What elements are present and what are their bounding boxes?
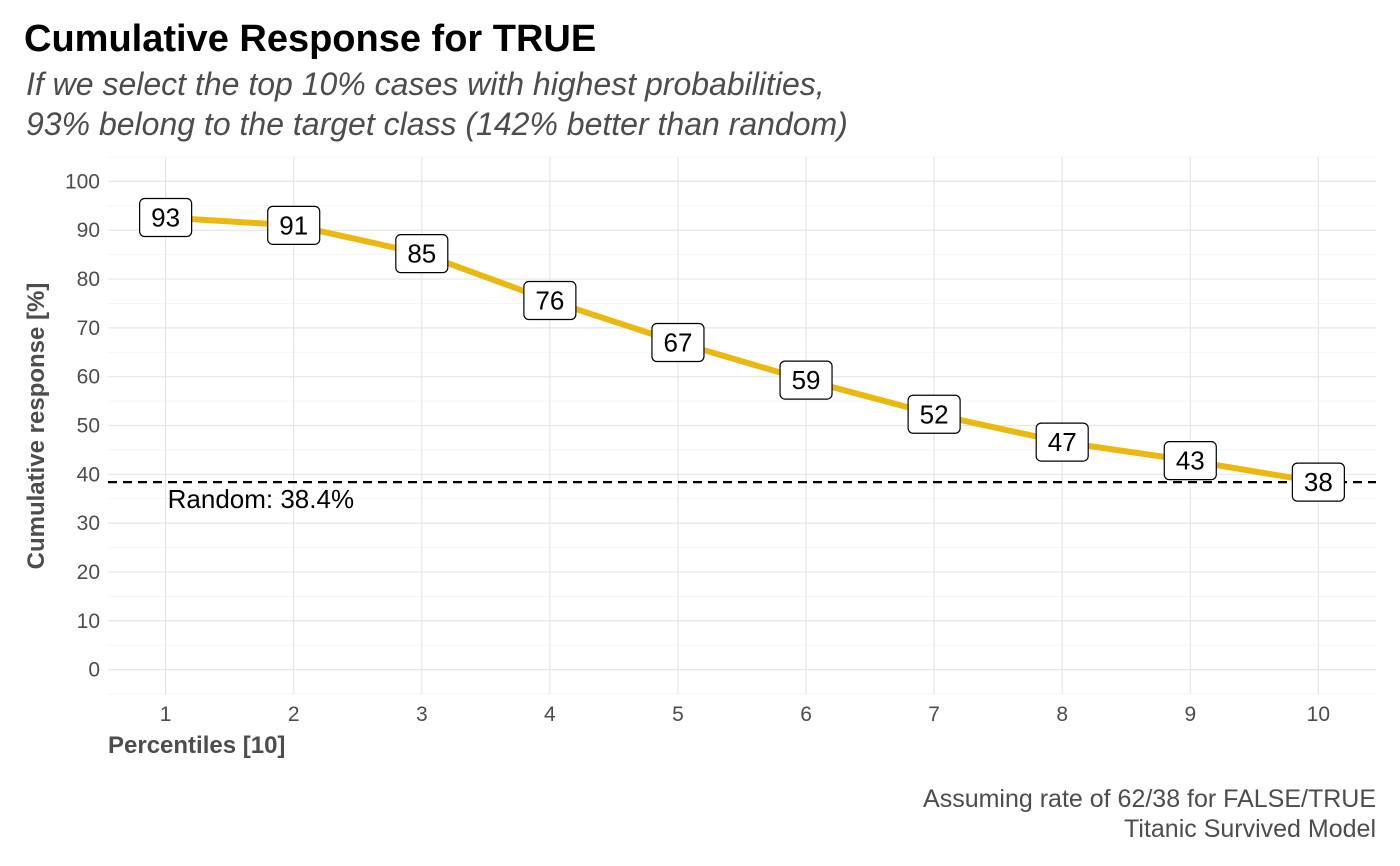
y-tick-label: 80 [77, 268, 100, 291]
point-label-box [1163, 441, 1217, 481]
point-label-text: 43 [1176, 446, 1205, 476]
x-tick-label: 8 [1056, 703, 1068, 726]
point-label-box [395, 234, 449, 274]
x-tick-label: 3 [416, 703, 428, 726]
point-label: 47 [1035, 422, 1089, 462]
point-label-box [1291, 462, 1345, 502]
point-label-text: 76 [535, 286, 564, 316]
y-tick-label: 10 [77, 610, 100, 633]
random-reference-label: Random: 38.4% [168, 484, 354, 514]
point-label: 93 [139, 197, 193, 238]
point-label-box [779, 360, 833, 400]
point-label-text: 67 [663, 328, 692, 358]
series-line [162, 214, 1322, 486]
point-label: 52 [907, 394, 961, 434]
x-axis-ticks: 1 2 3 4 5 6 7 8 9 10 [160, 703, 1330, 726]
x-tick-label: 7 [928, 703, 940, 726]
caption-line-1: Assuming rate of 62/38 for FALSE/TRUE [923, 785, 1376, 813]
point-label-text: 59 [792, 365, 821, 395]
y-tick-label: 100 [65, 170, 100, 193]
random-reference: Random: 38.4% [108, 481, 1376, 514]
y-tick-label: 0 [88, 659, 100, 682]
x-tick-label: 4 [544, 703, 556, 726]
point-label-box [907, 394, 961, 434]
point-label-text: 38 [1304, 467, 1333, 497]
point-label: 59 [779, 360, 833, 400]
x-tick-label: 2 [288, 703, 300, 726]
point-label: 43 [1163, 441, 1217, 481]
y-tick-label: 70 [77, 317, 100, 340]
point-label: 76 [523, 280, 577, 321]
x-tick-label: 1 [160, 703, 172, 726]
y-tick-label: 60 [77, 366, 100, 389]
chart-caption: Assuming rate of 62/38 for FALSE/TRUE Ti… [923, 784, 1376, 844]
x-tick-label: 5 [672, 703, 684, 726]
point-label-text: 47 [1048, 427, 1077, 457]
point-label: 38 [1291, 462, 1345, 502]
point-label-box [523, 280, 577, 321]
chart-title: Cumulative Response for TRUE [24, 18, 597, 60]
subtitle-line-1: If we select the top 10% cases with high… [26, 66, 825, 102]
point-label-box [1035, 422, 1089, 462]
y-tick-label: 30 [77, 512, 100, 535]
point-label: 91 [267, 205, 321, 245]
point-label-box [267, 205, 321, 245]
point-labels: 93 91 85 76 67 59 52 47 43 38 [139, 197, 1345, 502]
y-tick-label: 20 [77, 561, 100, 584]
y-tick-label: 90 [77, 219, 100, 242]
y-tick-label: 40 [77, 463, 100, 486]
point-label-text: 52 [920, 399, 949, 429]
y-axis-ticks: 0 10 20 30 40 50 60 70 80 90 100 [65, 170, 100, 681]
point-label-text: 91 [279, 210, 308, 240]
point-label-text: 85 [407, 239, 436, 269]
point-label-box [651, 322, 705, 363]
y-tick-label: 50 [77, 415, 100, 438]
y-axis-title: Cumulative response [%] [23, 283, 50, 570]
x-tick-label: 10 [1307, 703, 1330, 726]
x-tick-label: 9 [1184, 703, 1196, 726]
x-axis-title: Percentiles [10] [108, 732, 285, 759]
grid-lines [108, 156, 1376, 695]
caption-line-2: Titanic Survived Model [1124, 815, 1376, 843]
series-polyline [162, 214, 1322, 486]
point-label-box [139, 197, 193, 238]
x-tick-label: 6 [800, 703, 812, 726]
point-label: 85 [395, 234, 449, 274]
subtitle-line-2: 93% belong to the target class (142% bet… [26, 106, 848, 142]
point-label-text: 93 [151, 203, 180, 233]
chart-subtitle: If we select the top 10% cases with high… [26, 64, 848, 144]
point-label: 67 [651, 322, 705, 363]
